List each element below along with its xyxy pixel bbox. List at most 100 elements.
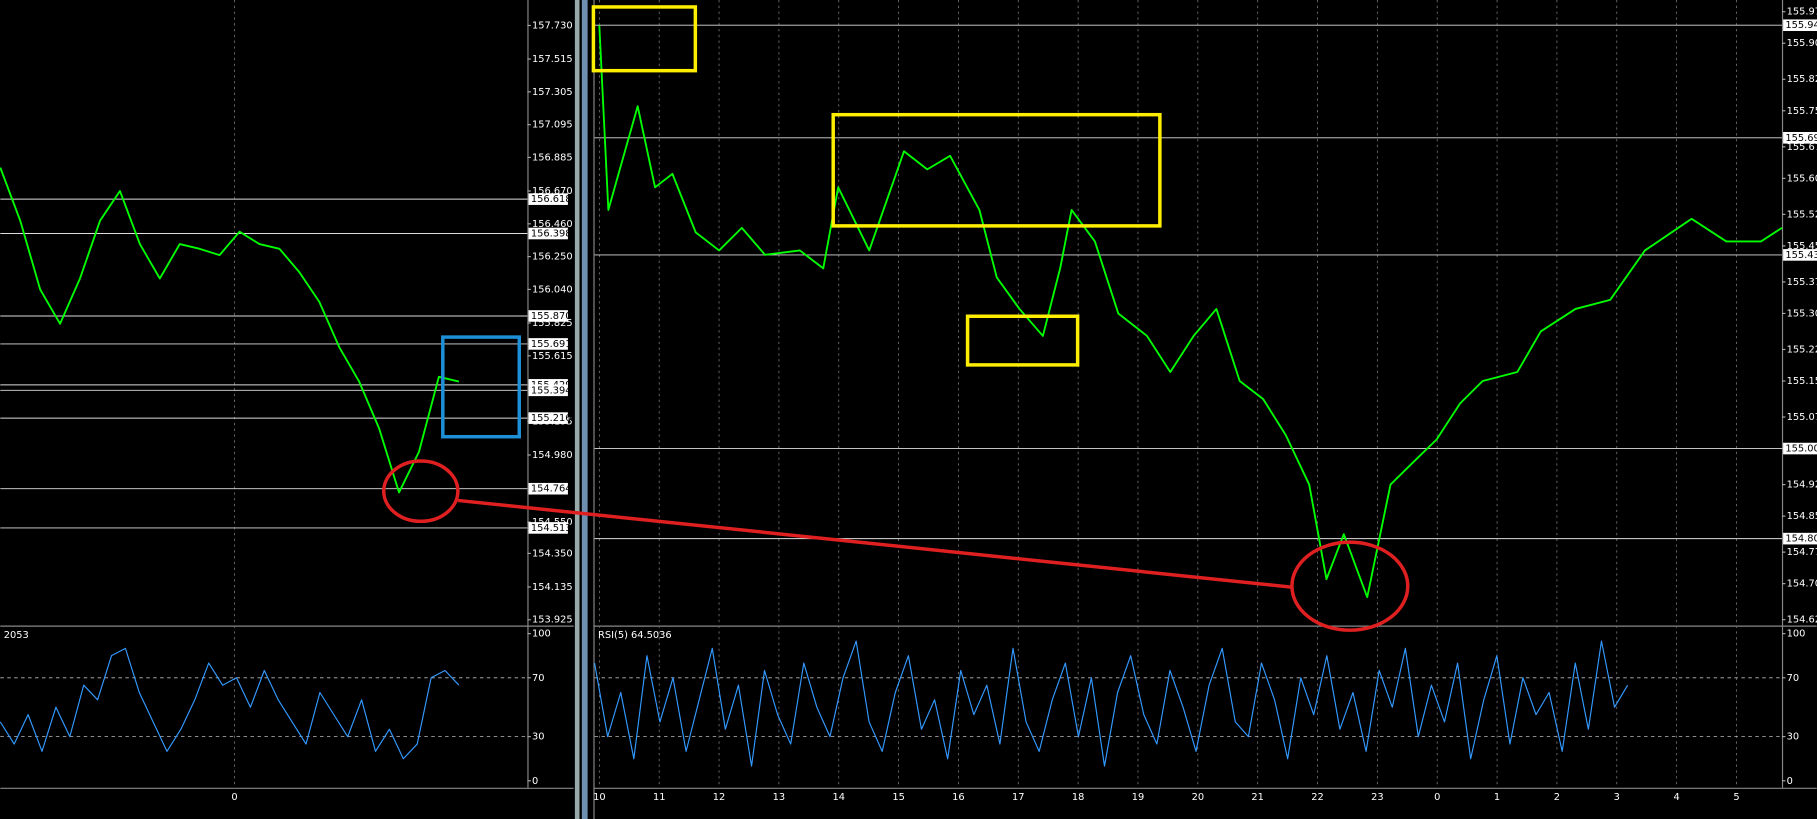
price-label: 156.618 bbox=[531, 194, 572, 205]
y-tick-label: 157.730 bbox=[532, 20, 573, 31]
y-tick-label: 100 bbox=[532, 629, 551, 640]
x-tick-label: 14 bbox=[832, 792, 845, 803]
y-tick-label: 155.825 bbox=[532, 318, 573, 329]
price-label: 155.43 bbox=[1785, 250, 1817, 261]
y-tick-label: 154.77 bbox=[1787, 547, 1817, 558]
series-line bbox=[593, 640, 1629, 767]
price-label: 154.764 bbox=[531, 484, 572, 495]
x-tick-label: 10 bbox=[593, 792, 606, 803]
y-tick-label: 153.925 bbox=[532, 615, 573, 626]
y-tick-label: 155.60 bbox=[1787, 173, 1817, 184]
indicator-title: 2053 bbox=[4, 630, 29, 641]
y-tick-label: 155.75 bbox=[1787, 106, 1817, 117]
y-tick-label: 0 bbox=[532, 776, 538, 787]
x-tick-label: 11 bbox=[653, 792, 666, 803]
y-tick-label: 156.885 bbox=[532, 152, 573, 163]
y-tick-label: 30 bbox=[532, 732, 545, 743]
x-tick-label: 12 bbox=[713, 792, 726, 803]
x-tick-label: 18 bbox=[1072, 792, 1085, 803]
highlight-box bbox=[965, 314, 1080, 367]
highlight-circle bbox=[381, 459, 460, 524]
x-tick-label: 20 bbox=[1192, 792, 1205, 803]
price-label: 154.80 bbox=[1785, 534, 1817, 545]
price-label-box bbox=[528, 482, 568, 495]
y-tick-label: 155.30 bbox=[1787, 308, 1817, 319]
y-tick-label: 155.82 bbox=[1787, 74, 1817, 85]
x-tick-label: 17 bbox=[1012, 792, 1025, 803]
price-label: 154.513 bbox=[531, 523, 572, 534]
y-tick-label: 156.460 bbox=[532, 219, 573, 230]
price-label: 155.216 bbox=[531, 413, 572, 424]
y-tick-label: 157.305 bbox=[532, 87, 573, 98]
y-tick-label: 155.22 bbox=[1787, 344, 1817, 355]
x-tick-label: 15 bbox=[892, 792, 905, 803]
y-tick-label: 156.040 bbox=[532, 284, 573, 295]
y-tick-label: 100 bbox=[1787, 629, 1806, 640]
y-tick-label: 155.07 bbox=[1787, 412, 1817, 423]
y-tick-label: 154.62 bbox=[1787, 615, 1817, 626]
x-tick-label: 0 bbox=[1434, 792, 1440, 803]
price-label-box bbox=[1783, 132, 1817, 144]
y-tick-label: 155.37 bbox=[1787, 277, 1817, 288]
price-label-box bbox=[1783, 249, 1817, 261]
x-tick-label: 0 bbox=[231, 792, 237, 803]
y-tick-label: 157.095 bbox=[532, 120, 573, 131]
y-tick-label: 155.52 bbox=[1787, 209, 1817, 220]
price-label-box bbox=[528, 522, 568, 534]
price-label-box bbox=[1783, 442, 1817, 455]
y-tick-label: 156.670 bbox=[532, 186, 573, 197]
x-tick-label: 21 bbox=[1251, 792, 1264, 803]
x-tick-label: 16 bbox=[952, 792, 965, 803]
y-tick-label: 154.980 bbox=[532, 450, 573, 461]
x-tick-label: 3 bbox=[1614, 792, 1620, 803]
y-tick-label: 30 bbox=[1787, 732, 1800, 743]
y-tick-label: 154.135 bbox=[532, 582, 573, 593]
splitter[interactable] bbox=[581, 0, 588, 819]
x-tick-label: 22 bbox=[1311, 792, 1324, 803]
series-line bbox=[0, 167, 460, 494]
highlight-box bbox=[831, 112, 1162, 228]
y-tick-label: 70 bbox=[532, 673, 545, 684]
highlight-box bbox=[591, 5, 698, 73]
price-label: 156.398 bbox=[531, 229, 572, 240]
y-tick-label: 154.350 bbox=[532, 548, 573, 559]
series-line bbox=[0, 647, 460, 760]
y-tick-label: 155.90 bbox=[1787, 38, 1817, 49]
price-label: 155.691 bbox=[531, 339, 572, 350]
connector-line bbox=[457, 498, 1294, 590]
price-label: 155.394 bbox=[531, 385, 572, 396]
x-tick-label: 4 bbox=[1673, 792, 1679, 803]
y-tick-label: 155.67 bbox=[1787, 142, 1817, 153]
y-tick-label: 154.92 bbox=[1787, 480, 1817, 491]
x-tick-label: 1 bbox=[1494, 792, 1500, 803]
indicator-title: RSI(5) 64.5036 bbox=[598, 630, 672, 641]
price-label: 155.00 bbox=[1785, 444, 1817, 455]
price-label-box bbox=[528, 338, 568, 350]
price-label: 155.870 bbox=[531, 311, 572, 322]
y-tick-label: 155.15 bbox=[1787, 376, 1817, 387]
splitter[interactable] bbox=[574, 0, 580, 819]
price-label-box bbox=[1783, 532, 1817, 545]
y-tick-label: 70 bbox=[1787, 673, 1800, 684]
x-tick-label: 2 bbox=[1554, 792, 1560, 803]
y-tick-label: 154.70 bbox=[1787, 579, 1817, 590]
x-tick-label: 23 bbox=[1371, 792, 1384, 803]
price-label: 155.69 bbox=[1785, 133, 1817, 144]
y-tick-label: 155.97 bbox=[1787, 7, 1817, 18]
price-label: 155.94 bbox=[1785, 20, 1817, 31]
price-label-box bbox=[528, 310, 568, 322]
y-tick-label: 157.515 bbox=[532, 54, 573, 65]
highlight-box bbox=[441, 335, 522, 439]
y-tick-label: 156.250 bbox=[532, 252, 573, 263]
y-tick-label: 154.85 bbox=[1787, 511, 1817, 522]
x-tick-label: 19 bbox=[1132, 792, 1145, 803]
y-tick-label: 155.45 bbox=[1787, 241, 1817, 252]
annotations bbox=[381, 5, 1410, 632]
series-line bbox=[598, 25, 1783, 599]
y-tick-label: 0 bbox=[1787, 776, 1793, 787]
x-tick-label: 5 bbox=[1733, 792, 1739, 803]
